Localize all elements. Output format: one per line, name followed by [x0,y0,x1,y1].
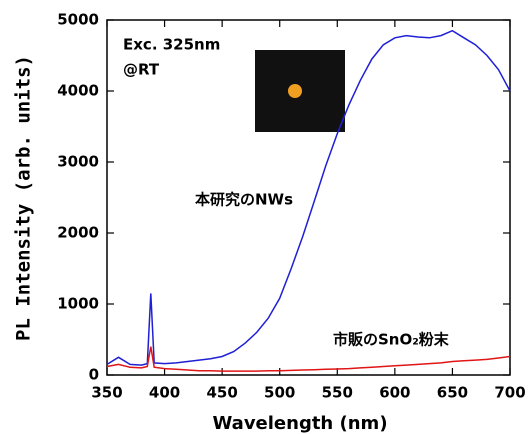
data-line [106,346,511,372]
y-tick-label: 4000 [57,82,99,100]
x-axis-label: Wavelength (nm) [212,413,387,434]
annotation: 本研究のNWs [195,191,293,209]
x-tick-label: 350 [91,384,122,402]
y-tick-label: 5000 [57,11,99,29]
x-tick-label: 600 [379,384,410,402]
annotation: 市販のSnO₂粉末 [333,331,450,349]
annotation: @RT [123,61,160,79]
x-tick-label: 450 [206,384,237,402]
y-tick-label: 0 [89,366,99,384]
x-tick-label: 550 [322,384,353,402]
y-tick-label: 3000 [57,153,99,171]
x-tick-label: 650 [437,384,468,402]
y-axis-label: PL Intensity (arb. units) [13,55,35,341]
data-line [106,29,511,366]
x-tick-label: 700 [494,384,525,402]
y-tick-label: 2000 [57,224,99,242]
annotation: Exc. 325nm [123,36,220,54]
plot-frame [106,19,511,376]
y-tick-label: 1000 [57,295,99,313]
x-tick-label: 400 [149,384,180,402]
x-tick-label: 500 [264,384,295,402]
inset-spot [288,84,302,98]
